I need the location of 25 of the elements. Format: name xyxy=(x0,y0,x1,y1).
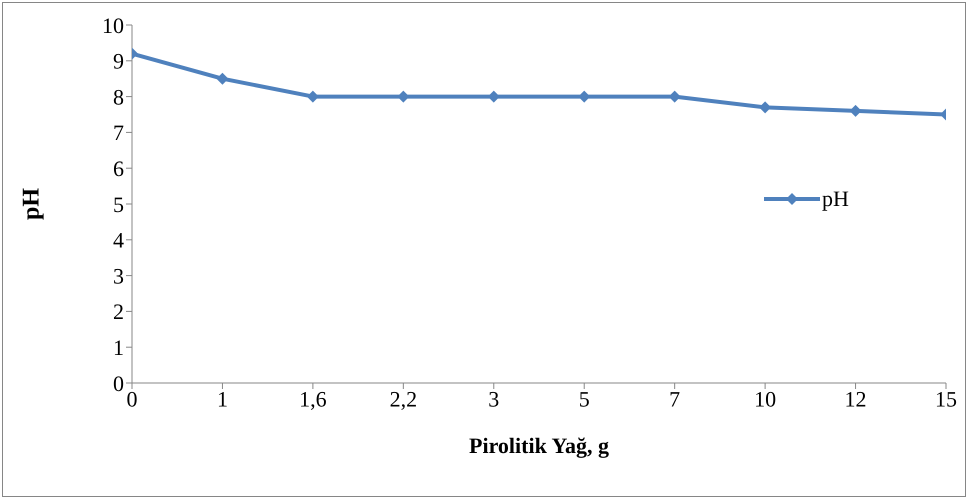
y-tick-label: 0 xyxy=(113,370,124,396)
legend-label: pH xyxy=(822,186,849,212)
y-tick-label: 9 xyxy=(113,48,124,74)
x-tick-label: 12 xyxy=(844,386,867,412)
y-tick-label: 8 xyxy=(113,84,124,110)
x-tick-label: 10 xyxy=(754,386,776,412)
y-tick-label: 10 xyxy=(102,12,124,38)
y-tick-label: 4 xyxy=(113,228,124,253)
x-tick-label: 3 xyxy=(488,386,500,412)
x-tick-label: 5 xyxy=(578,386,590,412)
y-tick-label: 5 xyxy=(113,192,124,217)
x-tick-label: 2,2 xyxy=(390,386,418,412)
y-axis-title: pH xyxy=(18,188,45,220)
y-tick-label: 2 xyxy=(113,299,124,324)
x-tick-label: 7 xyxy=(669,386,680,412)
x-tick-label: 1 xyxy=(216,386,228,412)
x-tick-label: 1,6 xyxy=(299,386,327,412)
y-tick-label: 6 xyxy=(113,156,124,182)
y-tick-label: 1 xyxy=(113,335,124,360)
point xyxy=(306,90,319,103)
y-tick-label: 7 xyxy=(113,120,124,146)
x-axis-title: Pirolitik Yağ, g xyxy=(469,433,609,458)
point xyxy=(216,72,228,85)
y-tick-label: 3 xyxy=(113,263,124,288)
x-tick-label: 15 xyxy=(935,386,957,412)
